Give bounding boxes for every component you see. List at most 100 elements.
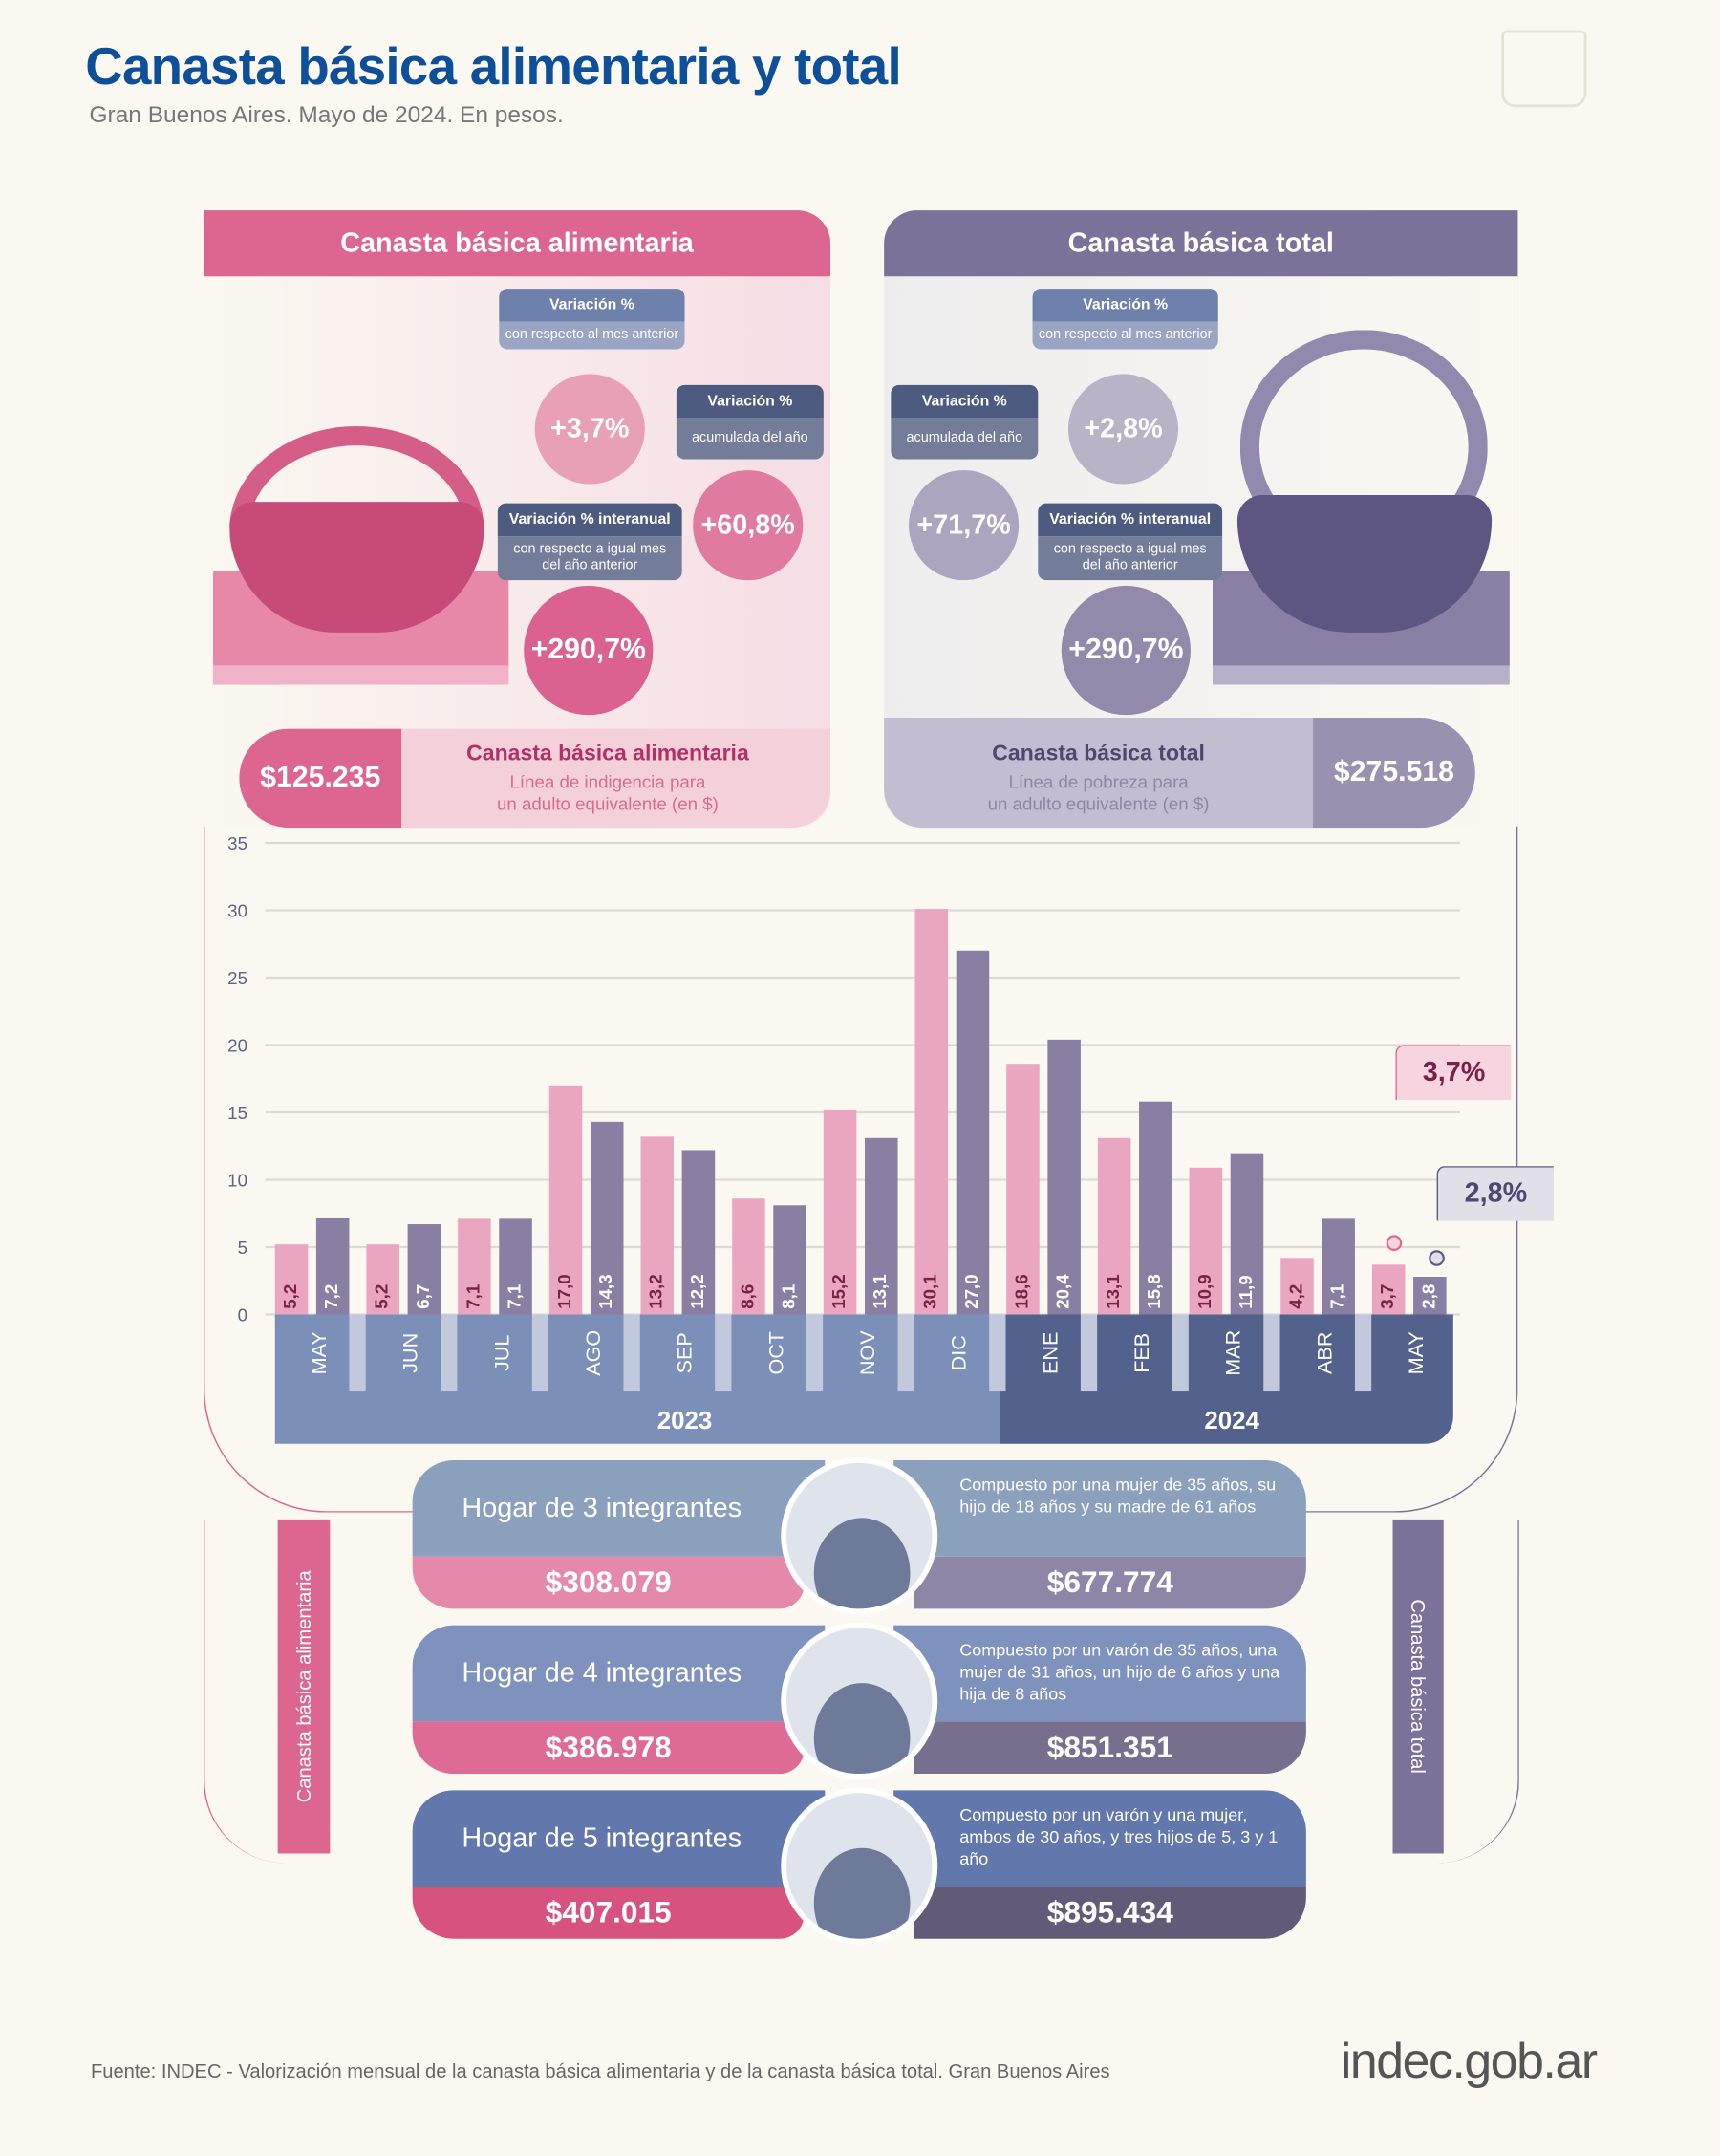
month-separator xyxy=(989,1314,1006,1392)
bar-value-label: 4,2 xyxy=(1285,1284,1305,1309)
bar-value-label: 13,2 xyxy=(646,1274,666,1308)
cba-side-frame xyxy=(203,1519,334,1864)
bar-value-label: 27,0 xyxy=(961,1274,981,1308)
y-tick-label: 25 xyxy=(227,968,247,988)
household-row: Hogar de 5 integrantes $407.015 Compuest… xyxy=(412,1787,1306,1945)
month-separator xyxy=(623,1314,640,1392)
cbt-ytd-value: +71,7% xyxy=(909,470,1020,581)
cba-ytd-value: +60,8% xyxy=(693,470,804,581)
cbt-bar xyxy=(315,1217,350,1315)
bar-value-label: 13,1 xyxy=(870,1274,890,1308)
cba-header: Canasta básica alimentaria xyxy=(203,210,831,277)
y-tick-label: 15 xyxy=(227,1103,247,1123)
bar-value-label: 13,1 xyxy=(1103,1274,1123,1308)
bar-value-label: 18,6 xyxy=(1011,1274,1031,1308)
cbt-side-label: Canasta básica total xyxy=(1392,1519,1444,1854)
bar-value-label: 5,2 xyxy=(372,1284,392,1309)
bar-value-label: 17,0 xyxy=(554,1274,574,1308)
y-tick-label: 35 xyxy=(227,833,247,853)
cba-bar xyxy=(1189,1167,1223,1315)
month-separator xyxy=(531,1314,549,1392)
cba-bar xyxy=(823,1110,857,1315)
bar-value-label: 12,2 xyxy=(687,1274,707,1308)
indec-logo: indec.gob.ar xyxy=(1340,2032,1598,2089)
cbt-bar xyxy=(407,1224,441,1315)
bar-value-label: 7,1 xyxy=(462,1284,483,1309)
y-tick-label: 0 xyxy=(238,1305,247,1326)
month-separator xyxy=(441,1314,458,1392)
cbt-yoy-value: +290,7% xyxy=(1061,585,1192,716)
cba-bar xyxy=(366,1244,399,1315)
year-label: 2024 xyxy=(1204,1408,1259,1434)
cba-bar xyxy=(732,1198,765,1315)
monthly-variation-chart: 0 5 10 15 20 25 30 35 MAY 5,2 7,2 JUN 5,2 6,7 JUL 7,1 7,… xyxy=(227,833,1461,1444)
bar-value-label: 6,7 xyxy=(413,1284,433,1309)
cba-yoy-value: +290,7% xyxy=(524,585,654,716)
household-description: Compuesto por una mujer de 35 años, su h… xyxy=(893,1460,1306,1557)
cbt-basket-illustration xyxy=(1213,330,1510,685)
cba-bar xyxy=(458,1218,491,1315)
callout-marker-cbt xyxy=(1429,1250,1445,1266)
cbt-frame xyxy=(1105,220,1518,1513)
cba-yoy-bubble: Variación % interanual con respecto a ig… xyxy=(497,503,682,581)
month-label: MAY xyxy=(1404,1331,1428,1374)
source-footnote: Fuente: INDEC - Valorización mensual de … xyxy=(90,2059,1110,2082)
cba-monthly-bubble: Variación % con respecto al mes anterior xyxy=(499,289,685,350)
month-label: AGO xyxy=(581,1330,605,1376)
cba-desc2: un adulto equivalente (en $) xyxy=(496,793,719,814)
callout-marker-cba xyxy=(1386,1235,1403,1251)
month-separator xyxy=(806,1314,824,1392)
cbt-ytd-bubble: Variación % acumulada del año xyxy=(891,384,1039,460)
month-separator xyxy=(897,1314,914,1392)
household-description: Compuesto por un varón y una mujer, ambo… xyxy=(893,1790,1306,1887)
y-tick-label: 5 xyxy=(238,1238,247,1258)
basket-logo-icon xyxy=(1501,30,1587,108)
cba-ytd-bubble: Variación % acumulada del año xyxy=(676,384,824,460)
household-cbt-value: $895.434 xyxy=(914,1886,1306,1939)
household-row: Hogar de 4 integrantes $386.978 Compuest… xyxy=(412,1622,1306,1779)
cba-frame xyxy=(203,220,616,1513)
cba-bar xyxy=(274,1244,309,1315)
cba-basket-illustration xyxy=(213,371,509,685)
family-illustration xyxy=(781,1622,938,1779)
month-label: DIC xyxy=(947,1335,971,1370)
year-label: 2023 xyxy=(657,1408,713,1434)
household-cba-value: $386.978 xyxy=(412,1721,805,1775)
month-label: MAY xyxy=(307,1331,331,1374)
cba-monthly-value: +3,7% xyxy=(534,374,645,485)
household-cba-value: $308.079 xyxy=(412,1556,805,1609)
cbt-monthly-value: +2,8% xyxy=(1067,374,1179,485)
cbt-desc: Línea de pobreza para xyxy=(1008,771,1189,792)
household-label: Hogar de 3 integrantes xyxy=(412,1460,826,1557)
cba-side-label: Canasta básica alimentaria xyxy=(277,1519,331,1854)
month-label: FEB xyxy=(1129,1333,1153,1373)
month-label: OCT xyxy=(763,1331,787,1375)
cbt-bar xyxy=(499,1218,532,1315)
month-separator xyxy=(1263,1314,1280,1392)
month-separator xyxy=(1354,1314,1372,1392)
cbt-amount: $275.518 xyxy=(1313,718,1475,829)
bar-value-label: 11,9 xyxy=(1236,1275,1256,1308)
month-separator xyxy=(715,1314,732,1392)
cba-bar xyxy=(1097,1137,1131,1315)
cba-name: Canasta básica alimentaria xyxy=(466,742,749,766)
bar-value-label: 8,1 xyxy=(779,1284,799,1309)
callout-cba: 3,7% xyxy=(1395,1045,1512,1101)
cbt-bar xyxy=(681,1150,716,1315)
cba-bar xyxy=(1371,1264,1406,1315)
household-cba-value: $407.015 xyxy=(412,1886,805,1939)
bar-value-label: 3,7 xyxy=(1377,1284,1397,1309)
bar-value-label: 15,8 xyxy=(1144,1274,1164,1308)
month-label: SEP xyxy=(673,1332,697,1373)
cbt-bar xyxy=(1413,1277,1447,1315)
cbt-name: Canasta básica total xyxy=(992,742,1205,766)
month-label: JUL xyxy=(489,1335,513,1371)
month-label: JUN xyxy=(398,1333,422,1373)
cba-bar xyxy=(640,1136,675,1315)
household-cbt-value: $851.351 xyxy=(914,1721,1306,1775)
cbt-desc2: un adulto equivalente (en $) xyxy=(987,793,1210,814)
bar-value-label: 14,3 xyxy=(595,1274,615,1308)
bar-value-label: 7,1 xyxy=(1327,1284,1347,1309)
cbt-bar xyxy=(590,1121,624,1315)
year-band-2024 xyxy=(1000,1314,1453,1444)
